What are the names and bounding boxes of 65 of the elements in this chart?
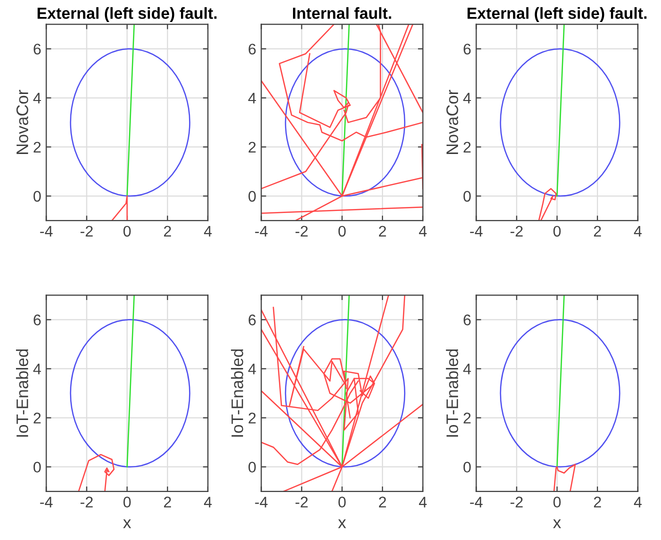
x-tick-label: 0 — [338, 226, 346, 237]
x-tick-label: 4 — [204, 496, 212, 508]
y-tick-label: 0 — [463, 190, 471, 202]
y-tick-label: 0 — [34, 462, 41, 473]
x-tick-label: -2 — [510, 496, 523, 508]
x-tick-label: 2 — [594, 226, 601, 236]
y-tick-label: 0 — [463, 462, 471, 473]
x-tick-label: 2 — [164, 496, 171, 508]
x-tick-label: 2 — [594, 496, 601, 508]
x-tick-label: 4 — [634, 226, 642, 236]
chart-title: External (left side) fault. — [468, 7, 646, 22]
x-tick-label: 2 — [164, 226, 171, 236]
x-tick-label: 0 — [553, 496, 561, 508]
y-tick-label: 6 — [464, 44, 471, 55]
x-tick-label: -4 — [255, 496, 268, 508]
y-tick-label: 6 — [248, 44, 256, 55]
chart-title: External (left side) fault. — [38, 7, 217, 22]
y-tick-label: 4 — [33, 92, 41, 104]
y-tick-label: 6 — [248, 314, 256, 326]
y-axis-title: NovaCor — [446, 90, 458, 154]
x-tick-label: -4 — [470, 496, 483, 508]
y-tick-label: 0 — [248, 462, 256, 473]
x-tick-label: -2 — [296, 226, 308, 236]
y-tick-label: 0 — [248, 190, 256, 202]
y-tick-label: 2 — [464, 142, 471, 152]
y-tick-label: 2 — [248, 142, 256, 152]
x-tick-label: -4 — [470, 226, 483, 236]
x-axis-title: x — [338, 519, 346, 528]
y-axis-title: IoT-Enabled — [230, 349, 244, 437]
x-tick-label: 0 — [123, 496, 131, 508]
x-tick-label: -2 — [80, 226, 93, 236]
x-tick-label: 4 — [634, 496, 642, 508]
x-tick-label: -4 — [255, 226, 268, 236]
x-tick-label: 4 — [418, 496, 427, 508]
y-tick-label: 6 — [34, 44, 41, 55]
y-tick-label: 4 — [248, 364, 256, 374]
x-tick-label: -2 — [296, 496, 308, 508]
y-tick-label: 2 — [464, 412, 471, 424]
x-tick-label: -4 — [40, 226, 53, 236]
x-tick-label: -2 — [510, 226, 523, 236]
x-axis-title: x — [123, 519, 132, 528]
y-tick-label: 2 — [248, 412, 256, 424]
x-tick-label: -4 — [40, 496, 53, 508]
x-tick-label: 0 — [123, 226, 131, 237]
y-tick-label: 6 — [34, 314, 41, 326]
y-tick-label: 4 — [463, 92, 471, 104]
x-tick-label: 0 — [338, 496, 346, 508]
x-tick-label: 2 — [379, 226, 386, 236]
y-tick-label: 4 — [248, 92, 256, 104]
y-tick-label: 0 — [34, 190, 41, 202]
y-tick-label: 2 — [34, 142, 41, 152]
chart-title: Internal fault. — [293, 7, 392, 19]
y-tick-label: 2 — [34, 412, 41, 424]
x-axis-title: x — [553, 519, 562, 528]
y-tick-label: 4 — [463, 364, 471, 374]
x-tick-label: -2 — [80, 496, 93, 508]
x-tick-label: 0 — [553, 226, 561, 237]
x-tick-label: 2 — [379, 496, 386, 508]
y-tick-label: 4 — [33, 364, 41, 374]
y-axis-title: NovaCor — [16, 90, 28, 154]
y-axis-title: IoT-Enabled — [16, 349, 28, 437]
y-tick-label: 6 — [464, 314, 471, 326]
x-tick-label: 4 — [204, 226, 212, 236]
x-tick-label: 4 — [418, 226, 427, 236]
y-axis-title: IoT-Enabled — [446, 349, 458, 437]
